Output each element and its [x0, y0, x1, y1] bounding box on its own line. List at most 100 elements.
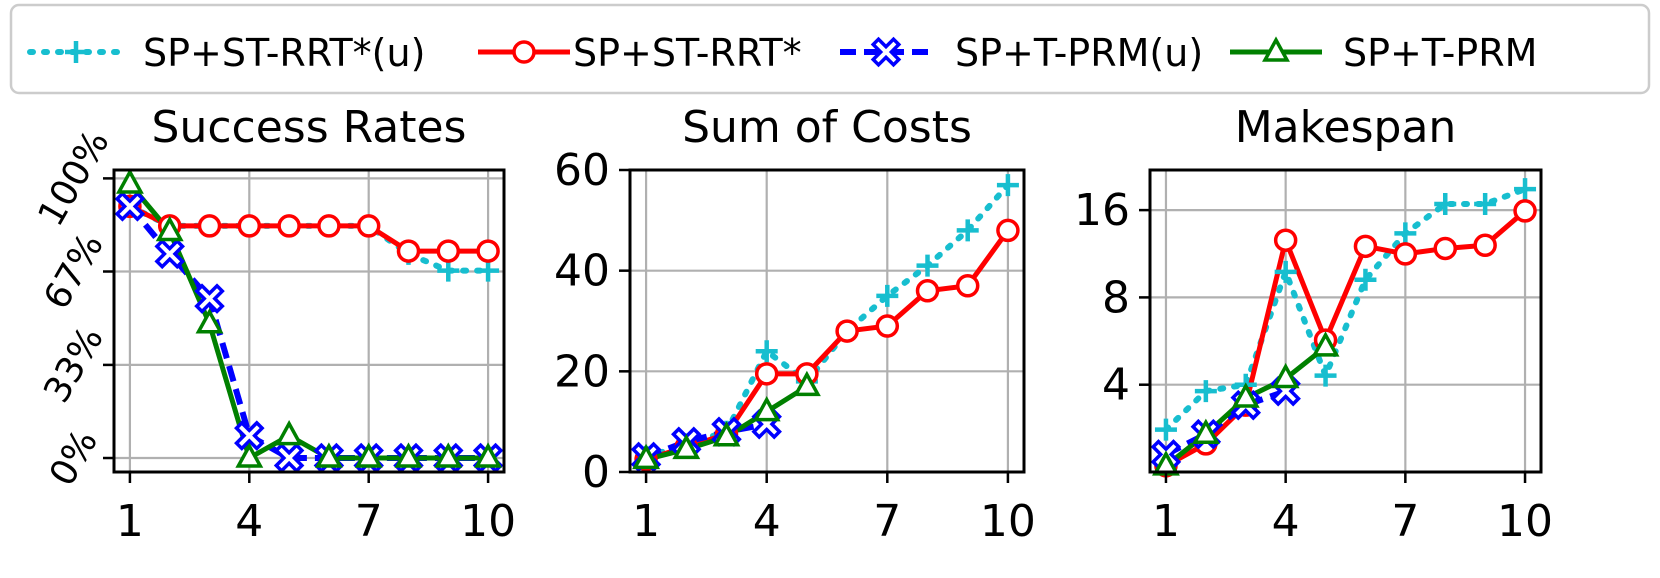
y-tick-label: 16 — [1074, 185, 1130, 236]
data-point-sp-st-rrt-star — [1273, 228, 1298, 252]
data-point-sp-st-rrt-star-u — [1274, 260, 1297, 283]
y-tick-label: 40 — [554, 246, 610, 297]
x-tick-label: 1 — [632, 496, 660, 547]
data-point-sp-st-rrt-star-u — [996, 174, 1019, 197]
legend-marker-sp-st-rrt-star — [512, 40, 536, 64]
data-point-sp-st-rrt-star-u — [916, 254, 939, 277]
data-point-sp-st-rrt-star-u — [1434, 192, 1457, 215]
data-point-sp-t-prm — [1311, 331, 1340, 357]
data-point-sp-t-prm — [434, 442, 463, 468]
data-point-sp-st-rrt-star — [476, 239, 500, 263]
series-group — [114, 168, 504, 474]
data-point-sp-st-rrt-star — [197, 214, 222, 238]
series-line-sp-t-prm-u — [127, 204, 489, 462]
data-point-sp-t-prm — [632, 443, 661, 470]
plot-frame — [1148, 168, 1543, 474]
data-point-sp-t-prm — [712, 421, 741, 447]
data-point-sp-st-rrt-star-u — [1474, 192, 1497, 215]
data-point-sp-st-rrt-star — [356, 214, 381, 238]
data-point-sp-st-rrt-star — [317, 214, 341, 238]
data-point-sp-st-rrt-star — [237, 214, 262, 238]
x-tick-label: 4 — [1272, 496, 1300, 547]
data-point-sp-st-rrt-star-u — [1394, 222, 1417, 245]
series-line-sp-st-rrt-star — [645, 228, 1010, 462]
data-point-sp-t-prm — [314, 442, 343, 468]
data-point-sp-t-prm — [394, 442, 423, 468]
x-tick-label: 4 — [235, 496, 263, 547]
panel-sum-of-costs: Sum of Costs 1 4 7 10 0 20 40 60 — [554, 102, 1036, 547]
data-point-sp-t-prm — [1191, 418, 1220, 444]
data-point-sp-st-rrt-star — [996, 218, 1020, 243]
plot-frame — [628, 168, 1026, 474]
data-point-sp-st-rrt-star-u — [1354, 268, 1377, 291]
x-tick-label: 7 — [873, 496, 901, 547]
data-point-sp-st-rrt-star — [875, 314, 900, 338]
x-tick-label: 10 — [980, 496, 1036, 547]
y-tick-label: 20 — [554, 346, 610, 397]
data-point-sp-st-rrt-star — [915, 279, 940, 303]
legend-label-sp-st-rrt-star-u: SP+ST-RRT*(u) — [143, 31, 425, 75]
y-tick-label: 4 — [1102, 360, 1130, 411]
data-point-sp-st-rrt-star-u — [755, 340, 778, 363]
data-point-sp-t-prm — [1231, 382, 1260, 408]
legend-frame — [9, 3, 1651, 95]
series-line-sp-st-rrt-star — [1164, 209, 1527, 469]
x-tick-label: 1 — [116, 496, 144, 547]
data-point-sp-st-rrt-star — [277, 214, 301, 238]
data-point-sp-st-rrt-star — [1353, 234, 1378, 259]
data-point-sp-st-rrt-star-u — [1314, 364, 1337, 387]
series-line-sp-t-prm — [128, 182, 489, 461]
plot-frame — [112, 168, 506, 474]
data-point-sp-st-rrt-star — [1513, 199, 1537, 223]
data-point-sp-t-prm — [474, 442, 503, 468]
series-line-sp-st-rrt-star-u — [643, 182, 1011, 460]
y-tick-label: 0 — [582, 447, 610, 498]
series-group — [630, 174, 1020, 473]
data-point-sp-st-rrt-star — [1393, 242, 1418, 266]
data-point-sp-st-rrt-star — [835, 319, 859, 343]
data-point-sp-st-rrt-star — [1473, 233, 1497, 258]
x-tick-label: 10 — [1497, 496, 1553, 547]
y-tick-label: 8 — [1102, 272, 1130, 323]
data-point-sp-st-rrt-star-u — [876, 284, 899, 307]
x-tick-label: 4 — [753, 496, 781, 547]
data-point-sp-st-rrt-star — [955, 274, 980, 298]
series-group — [1150, 178, 1537, 478]
legend-marker-sp-st-rrt-star-u — [65, 41, 87, 63]
legend-marker-sp-t-prm — [1262, 36, 1290, 62]
data-point-sp-t-prm — [354, 442, 383, 468]
x-tick-label: 1 — [1152, 496, 1180, 547]
series-line-sp-t-prm-u — [645, 421, 768, 460]
data-point-sp-t-prm — [115, 168, 144, 194]
y-tick-label: 67% — [36, 227, 112, 317]
data-point-sp-st-rrt-star-u — [1154, 418, 1177, 441]
data-point-sp-t-prm — [235, 442, 264, 468]
y-tick-label: 0% — [42, 423, 106, 493]
legend-label-sp-st-rrt-star: SP+ST-RRT* — [573, 31, 802, 75]
panel-title: Sum of Costs — [682, 102, 972, 153]
x-tick-label: 7 — [1391, 496, 1419, 547]
data-point-sp-st-rrt-star — [1433, 236, 1457, 261]
x-tick-label: 10 — [460, 496, 516, 547]
data-point-sp-st-rrt-star — [436, 239, 461, 263]
data-point-sp-st-rrt-star-u — [1514, 178, 1537, 201]
y-tick-label: 33% — [36, 320, 112, 410]
y-tick-label: 60 — [554, 145, 610, 196]
x-tick-label: 7 — [355, 496, 383, 547]
data-point-sp-st-rrt-star-u — [437, 259, 460, 282]
data-point-sp-st-rrt-star-u — [477, 259, 500, 282]
panel-title: Makespan — [1235, 102, 1457, 153]
data-point-sp-t-prm — [1271, 362, 1300, 389]
data-point-sp-st-rrt-star-u — [956, 219, 979, 242]
series-line-sp-st-rrt-star — [128, 204, 489, 254]
data-point-sp-t-prm — [195, 308, 224, 334]
data-point-sp-st-rrt-star — [754, 362, 779, 386]
data-point-sp-t-prm — [752, 395, 781, 422]
legend-label-sp-t-prm: SP+T-PRM — [1343, 31, 1537, 75]
data-point-sp-t-prm — [155, 215, 184, 242]
legend-label-sp-t-prm-u: SP+T-PRM(u) — [955, 31, 1203, 75]
series-line-sp-st-rrt-star-u — [1162, 186, 1529, 433]
